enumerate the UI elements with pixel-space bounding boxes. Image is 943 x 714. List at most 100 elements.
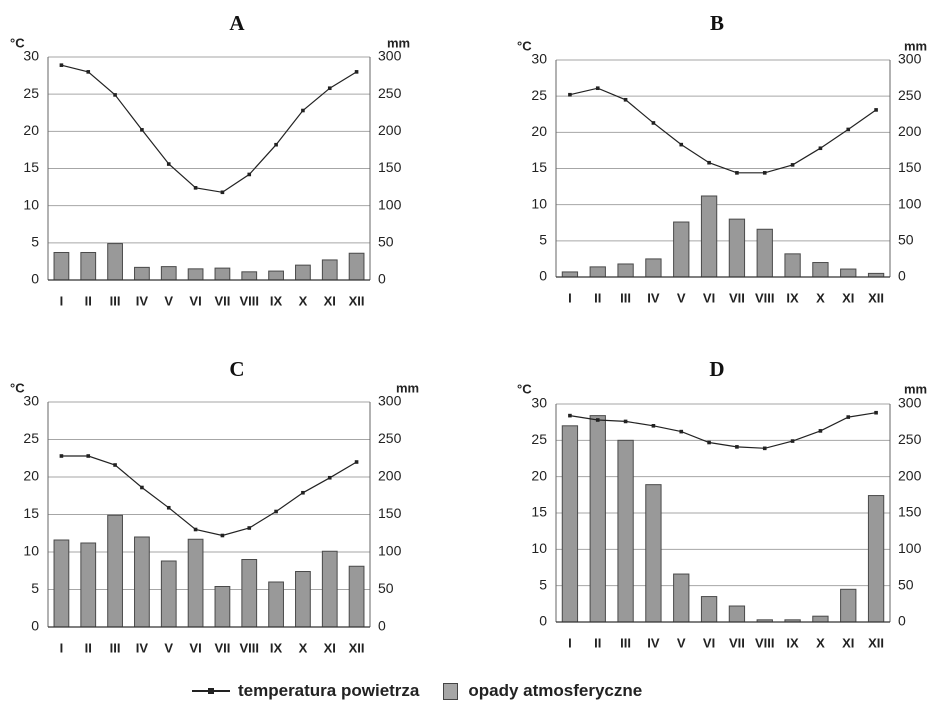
temperature-point (274, 509, 278, 514)
precipitation-bar (784, 253, 801, 278)
temperature-point (193, 527, 198, 532)
temperature-point (762, 171, 767, 175)
right-tick-label: 100 (898, 195, 922, 211)
right-tick-label: 0 (378, 618, 386, 634)
right-tick-label: 250 (898, 87, 922, 103)
chart-title: A (229, 11, 245, 35)
month-label: IV (136, 640, 149, 655)
month-label: VIII (755, 290, 775, 305)
temperature-point (651, 121, 656, 125)
month-label: I (568, 290, 572, 305)
temperature-point (707, 440, 711, 445)
left-axis-unit: °C (10, 35, 25, 50)
precipitation-bar (673, 221, 690, 278)
left-tick-label: 10 (531, 540, 547, 556)
temperature-line (569, 412, 877, 449)
precipitation-bar (214, 267, 231, 281)
temperature-point (220, 190, 225, 195)
temperature-point (166, 505, 171, 510)
month-label: XII (349, 640, 365, 655)
temperature-point (220, 533, 225, 538)
legend: temperatura powietrza opady atmosferyczn… (192, 679, 642, 703)
month-label: XI (324, 640, 336, 655)
right-axis-unit: mm (387, 35, 410, 50)
right-tick-label: 0 (378, 271, 386, 287)
month-label: VII (729, 290, 745, 305)
precipitation-bar (812, 262, 829, 278)
month-label: III (620, 635, 631, 650)
right-axis-unit: mm (904, 38, 927, 53)
left-axis-unit: °C (10, 380, 25, 395)
temperature-point (568, 92, 572, 97)
left-tick-label: 30 (531, 51, 547, 67)
right-axis-unit: mm (904, 381, 927, 396)
precipitation-bar (107, 243, 123, 281)
temperature-point (846, 415, 851, 419)
temperature-point (679, 429, 684, 434)
temperature-line (569, 87, 877, 174)
temperature-point (790, 163, 795, 167)
month-label: XI (842, 290, 854, 305)
temperature-point (86, 454, 91, 458)
left-tick-label: 5 (539, 576, 547, 592)
precipitation-bar (645, 258, 662, 278)
temperature-point (568, 413, 572, 418)
left-axis-unit: °C (517, 381, 532, 396)
legend-label-temperature: temperatura powietrza (238, 681, 420, 700)
right-tick-label: 0 (898, 268, 906, 284)
temperature-point (354, 460, 359, 464)
month-label: XII (868, 635, 884, 650)
right-tick-label: 100 (898, 540, 922, 556)
precipitation-bar (561, 271, 579, 278)
precipitation-bar (53, 251, 70, 281)
precipitation-bar (241, 559, 258, 628)
temperature-point (818, 146, 823, 151)
temperature-point (623, 97, 628, 102)
month-label: I (60, 293, 64, 308)
month-label: IX (270, 640, 283, 655)
left-tick-label: 0 (31, 618, 39, 634)
month-label: VI (189, 293, 201, 308)
right-tick-label: 250 (378, 430, 402, 446)
precipitation-bar (107, 514, 123, 628)
right-tick-label: 300 (898, 51, 922, 67)
right-tick-label: 150 (378, 159, 402, 175)
right-tick-label: 50 (898, 232, 914, 248)
left-tick-label: 25 (531, 87, 547, 103)
precipitation-bar (214, 586, 231, 628)
left-tick-label: 10 (531, 195, 547, 211)
month-label: VI (703, 635, 715, 650)
month-label: II (594, 635, 601, 650)
precipitation-bar (617, 439, 634, 623)
left-tick-label: 15 (23, 505, 39, 521)
right-tick-label: 200 (898, 123, 922, 139)
temperature-point (86, 70, 91, 74)
month-label: IX (786, 635, 799, 650)
right-tick-label: 200 (378, 468, 402, 484)
month-label: VI (189, 640, 201, 655)
left-tick-label: 20 (23, 122, 39, 138)
temperature-point (140, 128, 144, 132)
precipitation-bar (268, 581, 284, 628)
month-label: X (816, 635, 825, 650)
right-tick-label: 50 (898, 576, 914, 592)
left-tick-label: 30 (23, 393, 39, 409)
month-label: X (299, 293, 308, 308)
bar-marker-icon (443, 682, 459, 700)
temperature-point (354, 70, 359, 74)
temperature-point (595, 86, 600, 91)
left-tick-label: 15 (531, 159, 547, 175)
legend-item-precipitation: opady atmosferyczne (431, 681, 642, 701)
precipitation-bar (673, 573, 690, 623)
temperature-point (735, 445, 739, 449)
right-tick-label: 300 (378, 48, 402, 64)
right-axis-unit: mm (396, 380, 419, 395)
right-tick-label: 200 (898, 467, 922, 483)
precipitation-bar (80, 542, 97, 628)
precipitation-bar (756, 228, 773, 278)
month-label: X (299, 640, 308, 655)
right-tick-label: 100 (378, 543, 402, 559)
precipitation-bar (700, 596, 718, 623)
precipitation-bar (321, 550, 338, 628)
